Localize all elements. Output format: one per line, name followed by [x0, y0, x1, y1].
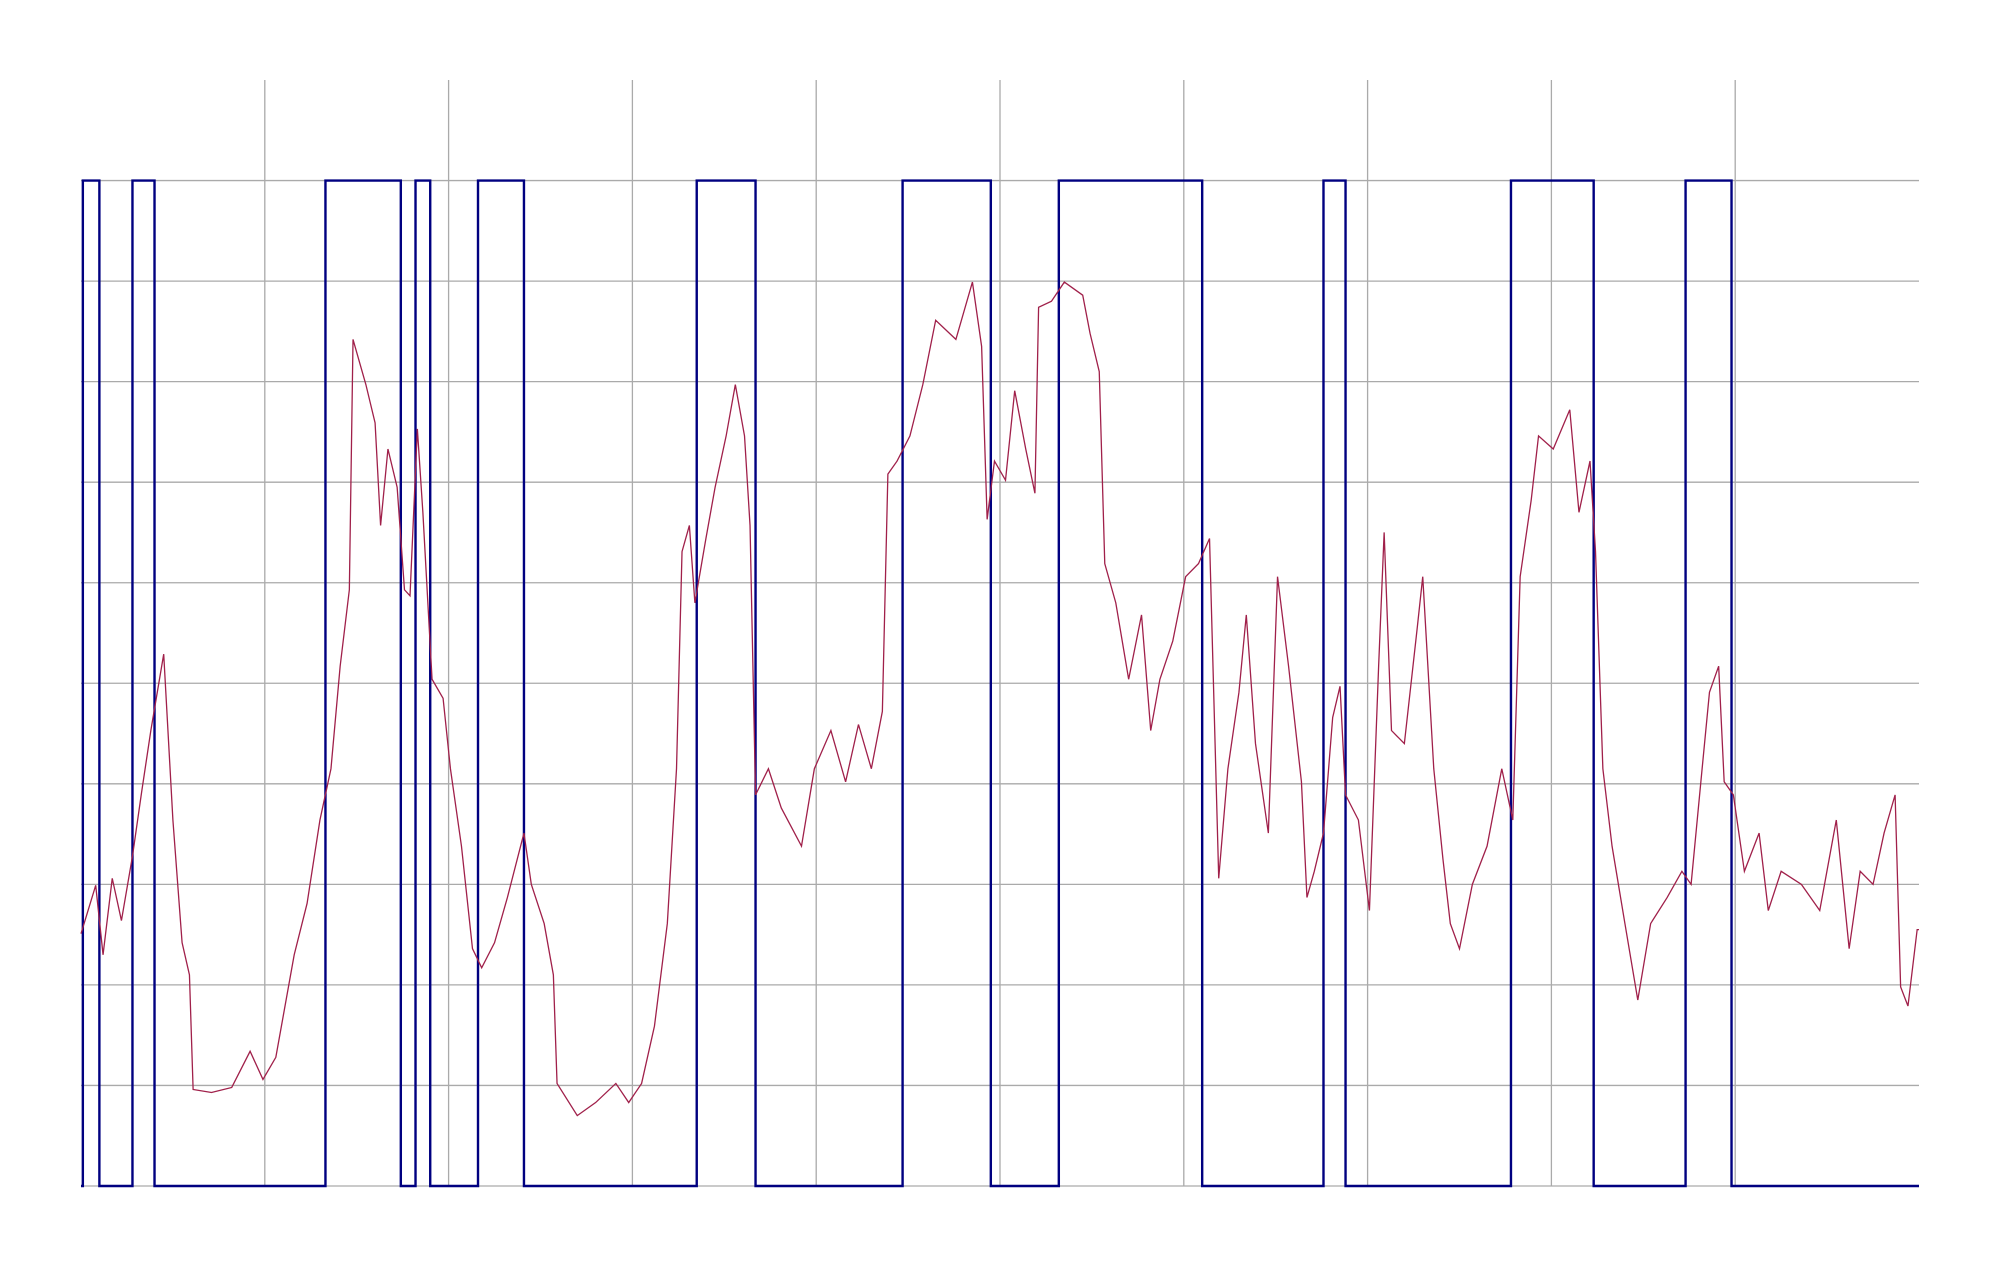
step-line [81, 179, 1919, 1188]
data-line [80, 281, 1919, 1117]
